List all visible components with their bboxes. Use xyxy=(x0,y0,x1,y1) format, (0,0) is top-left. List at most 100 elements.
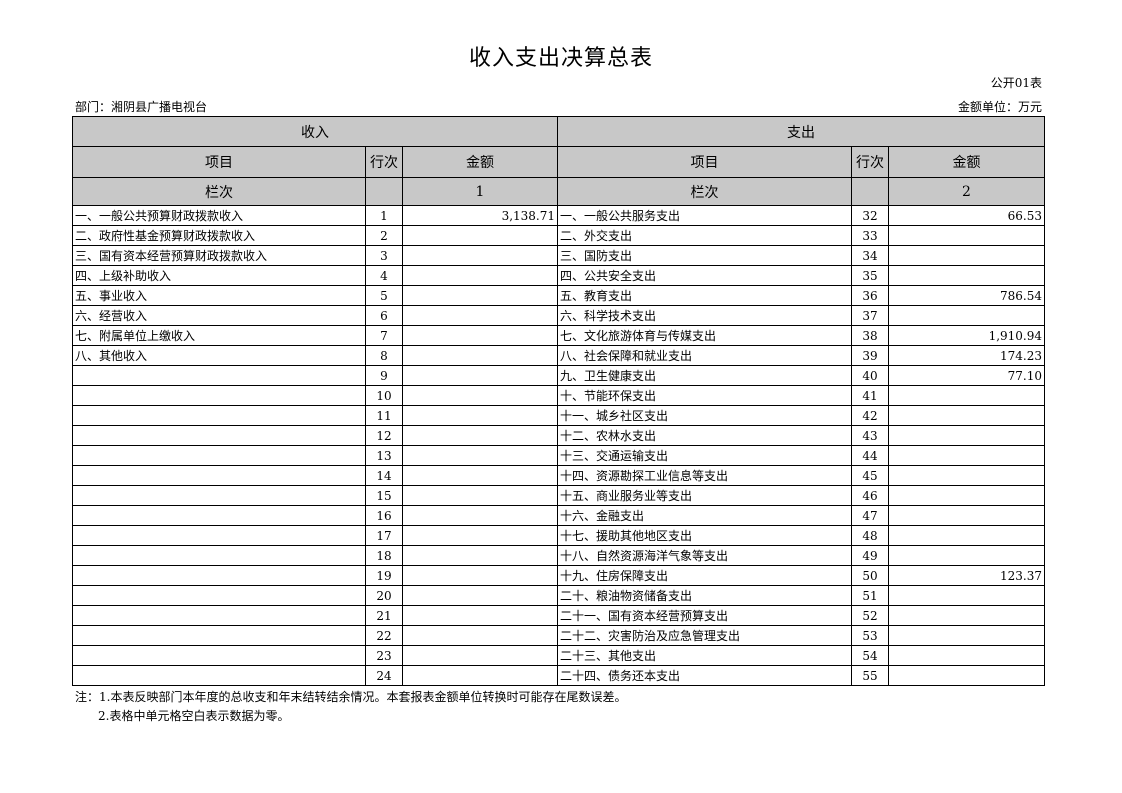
income-item xyxy=(72,665,366,686)
income-row-no: 8 xyxy=(365,345,403,366)
income-amount xyxy=(402,305,558,326)
expense-row-no: 37 xyxy=(851,305,889,326)
expense-row-no: 36 xyxy=(851,285,889,306)
expense-row-no: 52 xyxy=(851,605,889,626)
table-code: 公开01表 xyxy=(990,76,1042,90)
expense-row-no: 53 xyxy=(851,625,889,646)
table-row: 9 九、卫生健康支出 40 77.10 xyxy=(72,365,1045,386)
expense-item: 四、公共安全支出 xyxy=(557,265,852,286)
income-row-no: 11 xyxy=(365,405,403,426)
income-item: 二、政府性基金预算财政拨款收入 xyxy=(72,225,366,246)
income-amount-header: 金额 xyxy=(402,146,558,178)
income-row-no: 15 xyxy=(365,485,403,506)
income-amount xyxy=(402,625,558,646)
income-amount xyxy=(402,325,558,346)
income-amount xyxy=(402,645,558,666)
expense-item: 二十一、国有资本经营预算支出 xyxy=(557,605,852,626)
header-row-column-numbers: 栏次 1 栏次 2 xyxy=(72,177,1045,206)
table-row: 18 十八、自然资源海洋气象等支出 49 xyxy=(72,545,1045,566)
table-row: 21 二十一、国有资本经营预算支出 52 xyxy=(72,605,1045,626)
income-row-no: 3 xyxy=(365,245,403,266)
income-amount xyxy=(402,585,558,606)
income-item-header: 项目 xyxy=(72,146,366,178)
unit-label: 金额单位：万元 xyxy=(957,100,1042,114)
expense-rowno-header: 行次 xyxy=(851,146,889,178)
table-row: 10 十、节能环保支出 41 xyxy=(72,385,1045,406)
expense-column-no-label: 栏次 xyxy=(557,177,852,206)
income-item xyxy=(72,525,366,546)
expense-amount: 77.10 xyxy=(888,365,1045,386)
income-item: 八、其他收入 xyxy=(72,345,366,366)
expense-item: 十六、金融支出 xyxy=(557,505,852,526)
income-row-no: 16 xyxy=(365,505,403,526)
expense-amount xyxy=(888,265,1045,286)
table-row: 11 十一、城乡社区支出 42 xyxy=(72,405,1045,426)
expense-amount xyxy=(888,445,1045,466)
expense-row-no: 38 xyxy=(851,325,889,346)
table-row: 23 二十三、其他支出 54 xyxy=(72,645,1045,666)
income-row-no: 13 xyxy=(365,445,403,466)
income-amount xyxy=(402,425,558,446)
expense-row-no: 44 xyxy=(851,445,889,466)
expense-amount: 174.23 xyxy=(888,345,1045,366)
expense-item: 十九、住房保障支出 xyxy=(557,565,852,586)
income-row-no: 17 xyxy=(365,525,403,546)
income-amount xyxy=(402,405,558,426)
expense-item: 二、外交支出 xyxy=(557,225,852,246)
expense-amount: 786.54 xyxy=(888,285,1045,306)
header-row-sections: 收入 支出 xyxy=(72,116,1045,147)
expense-amount xyxy=(888,605,1045,626)
expense-item: 十一、城乡社区支出 xyxy=(557,405,852,426)
expense-row-no: 45 xyxy=(851,465,889,486)
income-item xyxy=(72,645,366,666)
income-amount xyxy=(402,265,558,286)
income-row-no: 20 xyxy=(365,585,403,606)
income-amount xyxy=(402,225,558,246)
expense-amount xyxy=(888,505,1045,526)
expense-row-no: 40 xyxy=(851,365,889,386)
expense-row-no: 33 xyxy=(851,225,889,246)
empty-cell xyxy=(851,177,889,206)
income-amount xyxy=(402,285,558,306)
income-row-no: 2 xyxy=(365,225,403,246)
expense-amount xyxy=(888,305,1045,326)
income-item: 五、事业收入 xyxy=(72,285,366,306)
expense-item: 二十二、灾害防治及应急管理支出 xyxy=(557,625,852,646)
table-row: 六、经营收入 6 六、科学技术支出 37 xyxy=(72,305,1045,326)
expense-row-no: 51 xyxy=(851,585,889,606)
income-item xyxy=(72,365,366,386)
income-amount xyxy=(402,665,558,686)
expense-item: 九、卫生健康支出 xyxy=(557,365,852,386)
income-item: 四、上级补助收入 xyxy=(72,265,366,286)
income-amount xyxy=(402,525,558,546)
income-item xyxy=(72,445,366,466)
income-row-no: 19 xyxy=(365,565,403,586)
empty-cell xyxy=(365,177,403,206)
expense-row-no: 46 xyxy=(851,485,889,506)
expense-item: 十、节能环保支出 xyxy=(557,385,852,406)
note-1: 注：1.本表反映部门本年度的总收支和年末结转结余情况。本套报表金额单位转换时可能… xyxy=(75,690,627,704)
income-row-no: 23 xyxy=(365,645,403,666)
income-item: 七、附属单位上缴收入 xyxy=(72,325,366,346)
table-row: 17 十七、援助其他地区支出 48 xyxy=(72,525,1045,546)
expense-item: 二十四、债务还本支出 xyxy=(557,665,852,686)
page-title: 收入支出决算总表 xyxy=(468,46,653,71)
income-expense-table: 收入 支出 项目 行次 金额 项目 行次 金额 栏次 1 栏次 2 一、一般公共… xyxy=(72,116,1045,686)
income-item xyxy=(72,505,366,526)
expense-item: 十五、商业服务业等支出 xyxy=(557,485,852,506)
note-2: 2.表格中单元格空白表示数据为零。 xyxy=(98,709,290,723)
income-item xyxy=(72,385,366,406)
expense-row-no: 55 xyxy=(851,665,889,686)
income-header: 收入 xyxy=(72,116,558,147)
expense-header: 支出 xyxy=(557,116,1045,147)
income-item xyxy=(72,405,366,426)
income-row-no: 1 xyxy=(365,205,403,226)
expense-item: 十二、农林水支出 xyxy=(557,425,852,446)
expense-amount xyxy=(888,405,1045,426)
income-row-no: 10 xyxy=(365,385,403,406)
expense-item: 六、科学技术支出 xyxy=(557,305,852,326)
income-row-no: 22 xyxy=(365,625,403,646)
expense-amount xyxy=(888,525,1045,546)
table-row: 13 十三、交通运输支出 44 xyxy=(72,445,1045,466)
expense-row-no: 34 xyxy=(851,245,889,266)
